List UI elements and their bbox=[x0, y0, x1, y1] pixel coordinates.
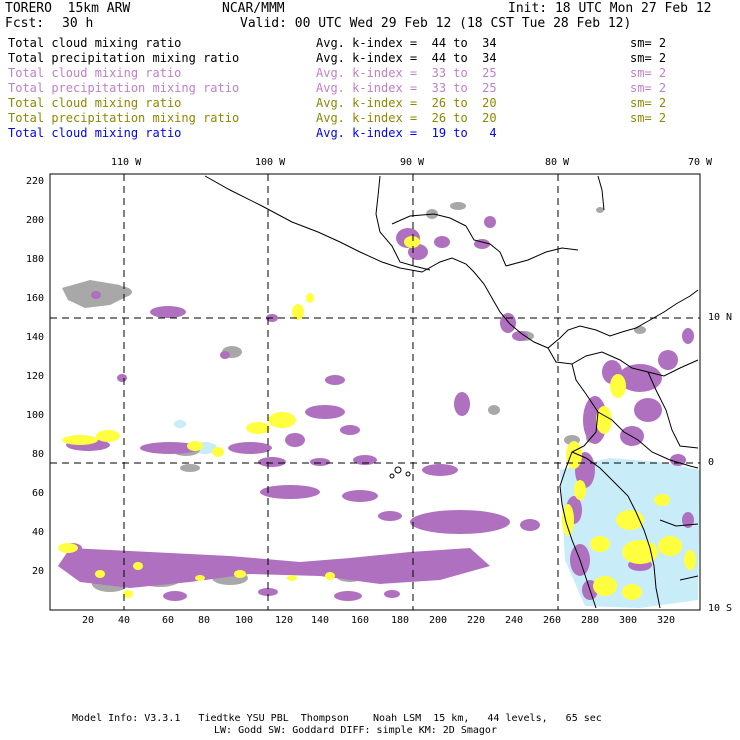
x-tick: 180 bbox=[391, 615, 410, 626]
y-tick: 40 bbox=[32, 527, 45, 538]
x-tick: 200 bbox=[429, 615, 448, 626]
physics-info: LW: Godd SW: Goddard DIFF: simple KM: 2D… bbox=[214, 725, 497, 736]
x-tick: 220 bbox=[467, 615, 486, 626]
legend-range: Avg. k-index = 33 to 25 bbox=[316, 66, 497, 80]
legend-field: Total cloud mixing ratio bbox=[8, 36, 182, 50]
legend-sm: sm= 2 bbox=[630, 36, 667, 50]
organization: NCAR/MMM bbox=[222, 1, 285, 16]
y-tick: 200 bbox=[26, 215, 45, 226]
init-time: Init: 18 UTC Mon 27 Feb 12 bbox=[508, 1, 712, 16]
x-tick: 300 bbox=[619, 615, 638, 626]
legend-range: Avg. k-index = 26 to 20 bbox=[316, 96, 497, 110]
legend-range: Avg. k-index = 33 to 25 bbox=[316, 81, 497, 95]
lon-label: 100 W bbox=[255, 157, 286, 168]
legend-field: Total precipitation mixing ratio bbox=[8, 81, 240, 95]
y-tick: 20 bbox=[32, 566, 45, 577]
legend-field: Total precipitation mixing ratio bbox=[8, 111, 240, 125]
x-tick: 80 bbox=[198, 615, 211, 626]
x-tick: 40 bbox=[118, 615, 131, 626]
y-tick: 140 bbox=[26, 332, 45, 343]
legend-range: Avg. k-index = 44 to 34 bbox=[316, 36, 497, 50]
lat-label: 0 bbox=[708, 457, 715, 468]
legend-sm: sm= 2 bbox=[630, 96, 667, 110]
legend-field: Total cloud mixing ratio bbox=[8, 66, 182, 80]
x-tick: 60 bbox=[162, 615, 175, 626]
y-tick: 160 bbox=[26, 293, 45, 304]
y-tick: 120 bbox=[26, 371, 45, 382]
legend-range: Avg. k-index = 19 to 4 bbox=[316, 126, 497, 140]
legend-sm: sm= 2 bbox=[630, 51, 667, 65]
x-tick: 320 bbox=[657, 615, 676, 626]
y-tick: 100 bbox=[26, 410, 45, 421]
lat-label: 10 N bbox=[708, 312, 733, 323]
valid-time: Valid: 00 UTC Wed 29 Feb 12 (18 CST Tue … bbox=[240, 16, 632, 31]
x-tick: 120 bbox=[275, 615, 294, 626]
x-tick: 140 bbox=[311, 615, 330, 626]
legend-field: Total cloud mixing ratio bbox=[8, 96, 182, 110]
x-tick: 260 bbox=[543, 615, 562, 626]
y-tick: 180 bbox=[26, 254, 45, 265]
x-tick: 280 bbox=[581, 615, 600, 626]
mid-k-cloud-areas bbox=[58, 216, 694, 601]
lon-label: 70 W bbox=[688, 157, 713, 168]
legend-sm: sm= 2 bbox=[630, 111, 667, 125]
legend-sm: sm= 2 bbox=[630, 66, 667, 80]
model-info: Model Info: V3.3.1 Tiedtke YSU PBL Thomp… bbox=[72, 713, 602, 724]
lat-label: 10 S bbox=[708, 603, 733, 614]
x-tick: 20 bbox=[82, 615, 95, 626]
lon-label: 110 W bbox=[111, 157, 142, 168]
map-frame bbox=[49, 173, 701, 611]
cloud-fields bbox=[58, 202, 700, 608]
forecast-label: Fcst: bbox=[5, 16, 45, 31]
forecast-hours: 30 h bbox=[62, 16, 94, 31]
y-tick: 80 bbox=[32, 449, 45, 460]
coastlines bbox=[204, 175, 699, 609]
legend-field: Total precipitation mixing ratio bbox=[8, 51, 240, 65]
lon-label: 90 W bbox=[400, 157, 425, 168]
x-tick: 160 bbox=[351, 615, 370, 626]
y-tick: 60 bbox=[32, 488, 45, 499]
x-tick: 100 bbox=[235, 615, 254, 626]
x-tick: 240 bbox=[505, 615, 524, 626]
mid-k-precip-areas bbox=[58, 236, 696, 600]
model-name: TORERO 15km ARW bbox=[5, 1, 131, 16]
legend-range: Avg. k-index = 44 to 34 bbox=[316, 51, 497, 65]
y-tick: 220 bbox=[26, 176, 45, 187]
graticule bbox=[50, 174, 700, 610]
legend-sm: sm= 2 bbox=[630, 81, 667, 95]
legend-range: Avg. k-index = 26 to 20 bbox=[316, 111, 497, 125]
legend-field: Total cloud mixing ratio bbox=[8, 126, 182, 140]
lon-label: 80 W bbox=[545, 157, 570, 168]
